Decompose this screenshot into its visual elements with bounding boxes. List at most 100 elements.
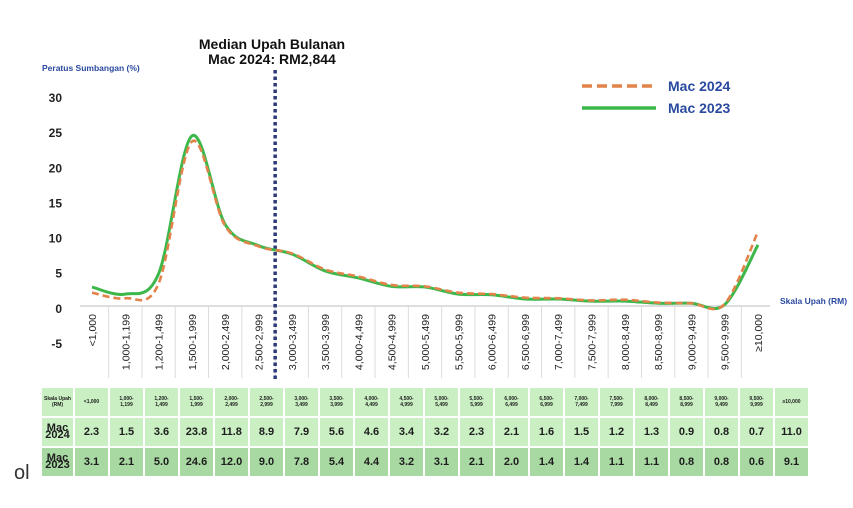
x-tick-label: 6,000-6,499 bbox=[487, 314, 499, 370]
header-cell: 6,000- 6,499 bbox=[495, 388, 528, 416]
x-axis-label: Skala Upah (RM) bbox=[780, 296, 847, 306]
header-cell: 5,500- 5,999 bbox=[460, 388, 493, 416]
y-axis-label: Peratus Sumbangan (%) bbox=[42, 63, 140, 73]
x-tick-label: 9,500-9,999 bbox=[720, 314, 732, 370]
series-line-mac-2024 bbox=[91, 139, 760, 311]
x-tick-label: 3,500-3,999 bbox=[320, 314, 332, 370]
x-tick-label: 8,000-8,499 bbox=[620, 314, 632, 370]
header-cell: 2,000- 2,499 bbox=[215, 388, 248, 416]
header-cell: 9,000- 9,499 bbox=[705, 388, 738, 416]
value-cell: 1.2 bbox=[600, 418, 633, 446]
value-cell: 3.4 bbox=[390, 418, 423, 446]
header-cell: 7,500- 7,999 bbox=[600, 388, 633, 416]
value-cell: 3.2 bbox=[390, 448, 423, 476]
header-cell: 3,500- 3,999 bbox=[320, 388, 353, 416]
table-row: Mac 2024 2.3 1.5 3.6 23.8 11.8 8.9 7.9 5.6 4.6 3.4… bbox=[42, 418, 808, 446]
value-cell: 8.9 bbox=[250, 418, 283, 446]
header-cell: 2,500- 2,999 bbox=[250, 388, 283, 416]
value-cell: 1.5 bbox=[110, 418, 143, 446]
table-row: Mac 2023 3.1 2.1 5.0 24.6 12.0 9.0 7.8 5.4 4.4 3.2… bbox=[42, 448, 808, 476]
x-tick-label: 1,200-1,499 bbox=[154, 314, 166, 370]
header-cell: <1,000 bbox=[75, 388, 108, 416]
header-cell: 8,000- 8,499 bbox=[635, 388, 668, 416]
value-cell: 5.6 bbox=[320, 418, 353, 446]
value-cell: 0.8 bbox=[705, 448, 738, 476]
value-cell: 11.0 bbox=[775, 418, 808, 446]
y-tick-label: 0 bbox=[55, 302, 62, 316]
value-cell: 3.2 bbox=[425, 418, 458, 446]
header-cell: 6,500- 6,999 bbox=[530, 388, 563, 416]
legend-label: Mac 2024 bbox=[668, 78, 730, 94]
x-tick-label: 4,000-4,499 bbox=[353, 314, 365, 370]
value-cell: 3.1 bbox=[75, 448, 108, 476]
y-tick-label: 5 bbox=[55, 267, 62, 281]
chart-subtitle: Mac 2024: RM2,844 bbox=[208, 51, 336, 67]
header-cell: 5,000- 5,499 bbox=[425, 388, 458, 416]
header-cell: 8,500- 8,999 bbox=[670, 388, 703, 416]
value-cell: 0.8 bbox=[670, 448, 703, 476]
x-tick-label: 6,500-6,999 bbox=[520, 314, 532, 370]
value-cell: 4.4 bbox=[355, 448, 388, 476]
wage-distribution-chart: Median Upah Bulanan Mac 2024: RM2,844 Pe… bbox=[42, 36, 847, 380]
x-tick-label: 8,500-8,999 bbox=[653, 314, 665, 370]
value-cell: 2.0 bbox=[495, 448, 528, 476]
legend-label: Mac 2023 bbox=[668, 100, 730, 116]
chart-title: Median Upah Bulanan bbox=[199, 36, 345, 52]
value-cell: 5.4 bbox=[320, 448, 353, 476]
value-cell: 1.1 bbox=[635, 448, 668, 476]
value-cell: 1.1 bbox=[600, 448, 633, 476]
x-tick-label: 3,000-3,499 bbox=[287, 314, 299, 370]
value-cell: 0.8 bbox=[705, 418, 738, 446]
header-cell: ≥10,000 bbox=[775, 388, 808, 416]
row-label: Mac 2024 bbox=[42, 418, 73, 446]
value-cell: 0.9 bbox=[670, 418, 703, 446]
value-cell: 0.7 bbox=[740, 418, 773, 446]
header-cell: 1,500- 1,999 bbox=[180, 388, 213, 416]
value-cell: 1.6 bbox=[530, 418, 563, 446]
stray-text: ol bbox=[14, 462, 30, 484]
value-cell: 2.1 bbox=[110, 448, 143, 476]
value-cell: 3.1 bbox=[425, 448, 458, 476]
value-cell: 1.3 bbox=[635, 418, 668, 446]
header-cell: 3,000- 3,499 bbox=[285, 388, 318, 416]
table-row: Skala Upah (RM) <1,000 1,000- 1,199 1,200- … bbox=[42, 388, 808, 416]
x-tick-label: <1,000 bbox=[87, 314, 99, 347]
value-cell: 24.6 bbox=[180, 448, 213, 476]
value-cell: 9.0 bbox=[250, 448, 283, 476]
header-cell: 1,200- 1,499 bbox=[145, 388, 178, 416]
y-tick-label: 10 bbox=[49, 232, 63, 246]
header-cell: 4,000- 4,499 bbox=[355, 388, 388, 416]
y-tick-label: 25 bbox=[49, 126, 63, 140]
value-cell: 2.3 bbox=[460, 418, 493, 446]
x-tick-label: 2,000-2,499 bbox=[220, 314, 232, 370]
header-cell: 7,000- 7,499 bbox=[565, 388, 598, 416]
value-cell: 2.1 bbox=[495, 418, 528, 446]
value-cell: 7.9 bbox=[285, 418, 318, 446]
header-cell: 9,500- 9,999 bbox=[740, 388, 773, 416]
data-table: Skala Upah (RM) <1,000 1,000- 1,199 1,200- … bbox=[40, 386, 810, 478]
y-tick-label: 20 bbox=[49, 161, 63, 175]
y-tick-label: 15 bbox=[49, 196, 63, 210]
x-tick-label: ≥10,000 bbox=[753, 314, 765, 352]
x-tick-label: 1,000-1,199 bbox=[120, 314, 132, 370]
x-tick-label: 9,000-9,499 bbox=[686, 314, 698, 370]
x-tick-label: 7,000-7,499 bbox=[553, 314, 565, 370]
value-cell: 5.0 bbox=[145, 448, 178, 476]
x-tick-label: 1,500-1,999 bbox=[187, 314, 199, 370]
chart-legend: Mac 2024 Mac 2023 bbox=[582, 78, 730, 116]
value-cell: 1.4 bbox=[530, 448, 563, 476]
y-tick-label: -5 bbox=[51, 337, 62, 351]
value-cell: 23.8 bbox=[180, 418, 213, 446]
value-cell: 9.1 bbox=[775, 448, 808, 476]
value-cell: 3.6 bbox=[145, 418, 178, 446]
x-tick-label: 2,500-2,999 bbox=[254, 314, 266, 370]
header-cell: 4,500- 4,999 bbox=[390, 388, 423, 416]
x-tick-label: 5,000-5,499 bbox=[420, 314, 432, 370]
value-cell: 11.8 bbox=[215, 418, 248, 446]
x-tick-label: 5,500-5,999 bbox=[453, 314, 465, 370]
value-cell: 2.1 bbox=[460, 448, 493, 476]
value-cell: 1.4 bbox=[565, 448, 598, 476]
value-cell: 0.6 bbox=[740, 448, 773, 476]
y-tick-label: 30 bbox=[49, 91, 63, 105]
value-cell: 1.5 bbox=[565, 418, 598, 446]
